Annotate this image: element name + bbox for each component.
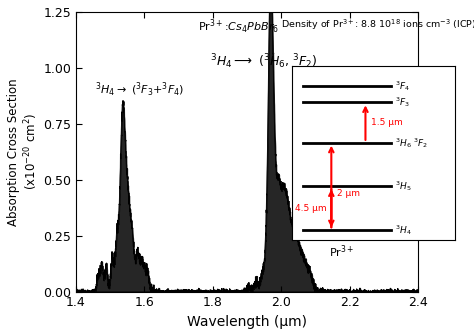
Y-axis label: Absorption Cross Section
(x10$^{-20}$ cm$^2$): Absorption Cross Section (x10$^{-20}$ cm… (7, 78, 40, 225)
Text: $^3F_3$: $^3F_3$ (395, 95, 410, 110)
Text: $^3F_4$: $^3F_4$ (395, 79, 410, 93)
Text: $^3H_5$: $^3H_5$ (395, 179, 412, 194)
Text: 2 µm: 2 µm (337, 189, 360, 198)
Text: $^3H_6$ $^3F_2$: $^3H_6$ $^3F_2$ (395, 136, 428, 150)
Text: $^3H_4 \longrightarrow$ ($^3H_6$, $^3F_2$): $^3H_4 \longrightarrow$ ($^3H_6$, $^3F_2… (210, 52, 317, 71)
X-axis label: Wavelength (μm): Wavelength (μm) (187, 315, 307, 329)
Text: $^3H_4 \rightarrow$ ($^3F_3$+$^3F_4$): $^3H_4 \rightarrow$ ($^3F_3$+$^3F_4$) (95, 81, 184, 99)
Text: Pr$^{3+}$: Pr$^{3+}$ (328, 244, 354, 260)
Text: $^3H_4$: $^3H_4$ (395, 223, 412, 237)
Text: $\mathdefault{Pr}^{3+}$:$\mathit{Cs_4PbBr_6}$: $\mathdefault{Pr}^{3+}$:$\mathit{Cs_4PbB… (198, 17, 279, 36)
Text: 1.5 µm: 1.5 µm (371, 118, 403, 127)
Text: 4.5 µm: 4.5 µm (295, 204, 327, 213)
Text: Density of Pr$^{3+}$: 8.8 10$^{18}$ ions cm$^{-3}$ (ICP): Density of Pr$^{3+}$: 8.8 10$^{18}$ ions… (282, 17, 474, 32)
